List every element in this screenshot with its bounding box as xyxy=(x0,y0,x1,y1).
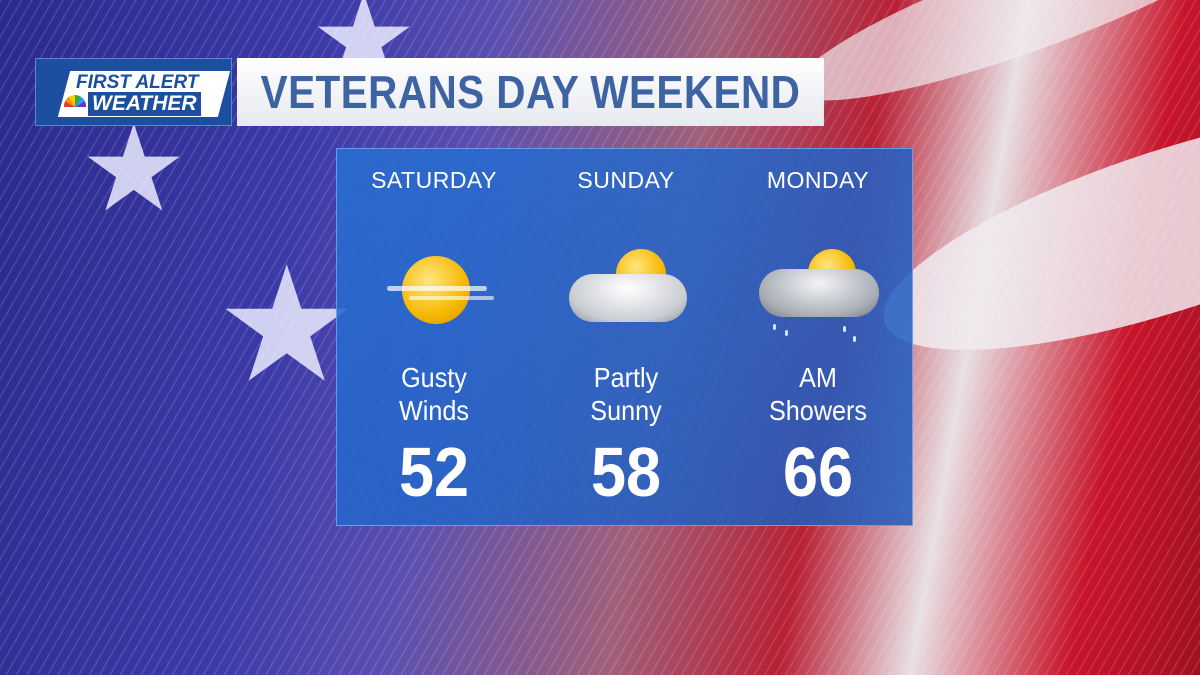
forecast-panel: SATURDAY Gusty Winds 52 SUNDAY Partly Sunn… xyxy=(336,148,913,526)
day-label: MONDAY xyxy=(766,167,870,193)
day-label: SATURDAY xyxy=(371,167,497,193)
forecast-day-saturday: SATURDAY Gusty Winds 52 xyxy=(338,149,530,525)
showers-icon xyxy=(753,244,883,342)
condition-text: Gusty Winds xyxy=(398,362,470,426)
sunny-windy-icon xyxy=(369,244,499,334)
logo-line1: FIRST ALERT xyxy=(76,72,199,93)
flag-star: ★ xyxy=(215,245,358,405)
temperature: 58 xyxy=(590,433,662,511)
first-alert-weather-logo: FIRST ALERT WEATHER xyxy=(35,58,232,126)
forecast-day-sunday: SUNDAY Partly Sunny 58 xyxy=(530,149,722,525)
condition-text: Partly Sunny xyxy=(590,362,662,426)
flag-star: ★ xyxy=(80,110,188,230)
condition-text: AM Showers xyxy=(768,362,868,426)
page-title: VETERANS DAY WEEKEND xyxy=(237,58,824,126)
day-label: SUNDAY xyxy=(577,167,675,193)
logo-line2: WEATHER xyxy=(88,92,201,116)
partly-sunny-icon xyxy=(561,244,691,334)
temperature: 52 xyxy=(398,433,470,511)
temperature: 66 xyxy=(782,433,854,511)
forecast-day-monday: MONDAY AM Showers 66 xyxy=(722,149,914,525)
peacock-icon xyxy=(64,95,86,107)
